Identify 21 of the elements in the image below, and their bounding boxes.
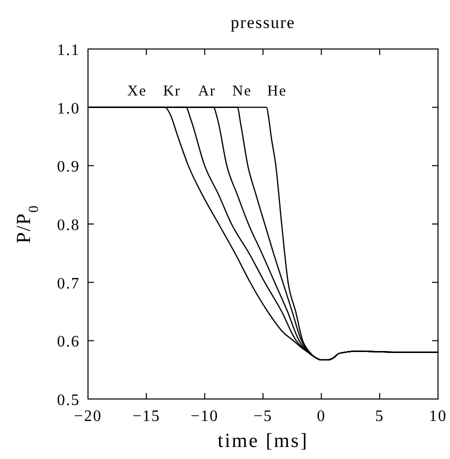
x-tick-label: −15 [132, 408, 160, 425]
x-tick-label: −20 [74, 408, 102, 425]
y-tick-label: 1.0 [57, 100, 80, 118]
y-tick-label: 0.8 [57, 217, 80, 234]
series-label: Xe [127, 83, 147, 100]
y-tick-label: 0.7 [57, 275, 80, 292]
y-tick-label: 0.5 [57, 392, 80, 409]
x-tick-label: 5 [375, 408, 384, 425]
x-tick-label: −10 [190, 408, 219, 425]
y-tick-label: 1.1 [57, 42, 80, 59]
y-tick-label: 0.9 [57, 158, 80, 176]
series-label: He [267, 83, 287, 100]
x-axis-title: time [ms] [218, 430, 308, 452]
series-label: Ar [198, 83, 216, 100]
chart-title: pressure [230, 13, 296, 32]
series-label: Kr [163, 83, 181, 100]
y-tick-label: 0.6 [57, 334, 80, 351]
series-label: Ne [232, 83, 252, 100]
x-tick-label: 0 [316, 408, 326, 425]
x-tick-label: 10 [429, 408, 447, 425]
x-tick-label: −5 [253, 408, 273, 425]
